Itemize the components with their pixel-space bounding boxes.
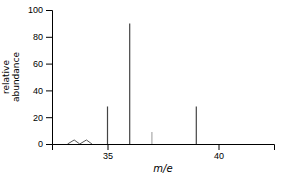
y-tick-label: 60 [33, 59, 43, 69]
x-axis-label: m/e [153, 163, 172, 174]
plot-area: 35 40 0 20 40 60 80 100 [28, 5, 275, 161]
y-tick-label: 100 [28, 5, 43, 15]
y-tick-label: 20 [33, 113, 43, 123]
y-tick-label: 40 [33, 86, 43, 96]
y-tick-mark [46, 64, 52, 65]
y-tick-mark [46, 90, 52, 91]
y-tick: 0 [38, 139, 52, 149]
y-tick-mark [46, 144, 52, 145]
x-tick-mark [108, 144, 109, 150]
y-tick: 20 [33, 113, 52, 123]
peak [151, 132, 152, 144]
y-axis: 0 20 40 60 80 100 [28, 5, 53, 149]
x-tick-mark [219, 144, 220, 150]
y-tick-mark [46, 37, 52, 38]
y-tick: 80 [33, 32, 52, 42]
x-axis: 35 40 [53, 144, 275, 161]
chart: 35 40 0 20 40 60 80 100 m/e relativeabundance [0, 0, 286, 176]
x-tick: 35 [103, 144, 113, 161]
x-axis-line [53, 145, 275, 151]
x-tick-label: 40 [214, 151, 224, 161]
y-tick-label: 80 [33, 32, 43, 42]
chart-container: 35 40 0 20 40 60 80 100 m/e relativeabundance [0, 0, 286, 176]
y-tick-mark [46, 117, 52, 118]
y-axis-line [46, 11, 53, 145]
marks [68, 23, 197, 144]
x-tick-label: 35 [103, 151, 113, 161]
y-axis-label: relativeabundance [1, 52, 21, 103]
y-tick-mark [46, 10, 52, 11]
peak [107, 106, 108, 144]
peak [129, 23, 130, 144]
y-tick: 40 [33, 86, 52, 96]
y-tick: 100 [28, 5, 52, 15]
noise-line [68, 140, 92, 144]
peak [196, 106, 197, 144]
y-tick: 60 [33, 59, 52, 69]
x-tick: 40 [214, 144, 224, 161]
y-tick-label: 0 [38, 139, 43, 149]
